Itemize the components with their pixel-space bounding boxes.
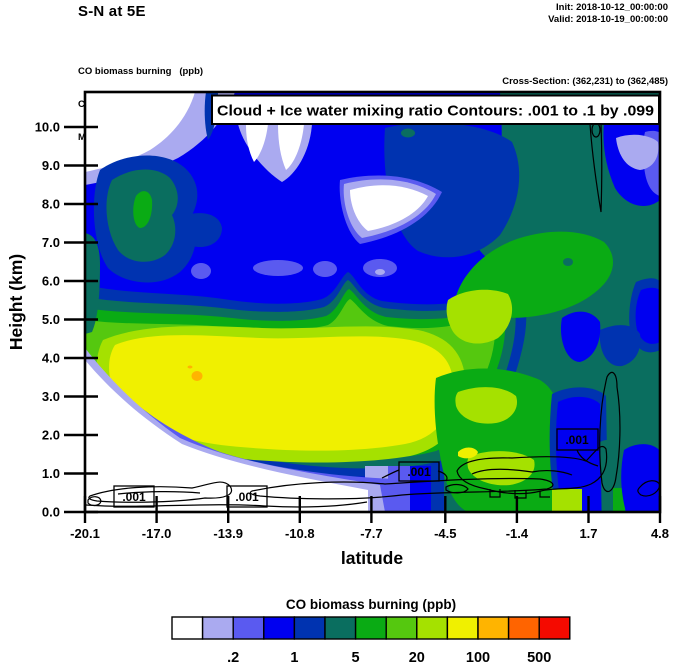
fill-green-blob-teal-hole	[563, 258, 573, 266]
fill-green-sliver	[613, 488, 625, 512]
fill-stripe-blue	[410, 466, 431, 512]
contour-label: .001	[122, 490, 146, 504]
fill-br-chartreuse-2	[467, 451, 535, 486]
fill-topleft-white	[85, 92, 195, 172]
svg-text:1.7: 1.7	[579, 526, 597, 541]
fill-lowerleft-white	[85, 360, 368, 512]
fill-chartreuse-stripe	[552, 489, 582, 512]
colorbar-cell	[446, 616, 479, 640]
contour-label: .001	[407, 465, 431, 479]
fill-north-blue-patch	[560, 311, 601, 362]
colorbar-cell	[324, 616, 357, 640]
contour-label-boxes: .001 .001 .001 .001	[113, 428, 599, 508]
fill-blue-column	[555, 396, 601, 512]
svg-text:5.0: 5.0	[42, 312, 60, 327]
svg-text:4.8: 4.8	[651, 526, 669, 541]
svg-text:3.0: 3.0	[42, 389, 60, 404]
svg-text:5: 5	[352, 650, 360, 666]
svg-text:10.0: 10.0	[35, 120, 60, 135]
svg-text:-10.8: -10.8	[285, 526, 315, 541]
svg-text:500: 500	[527, 650, 551, 666]
contour-label: .001	[565, 433, 589, 447]
contour-label-box	[556, 428, 599, 451]
svg-text:1: 1	[290, 650, 298, 666]
filled-contour-field	[85, 92, 660, 512]
colorbar-cell	[416, 616, 449, 640]
x-tick-labels: -20.1 -17.0 -13.9 -10.8 -7.7 -4.5 -1.4 1…	[70, 526, 669, 541]
run-times: Init: 2018-10-12_00:00:00 Valid: 2018-10…	[548, 2, 668, 25]
fill-small-teal-dot	[401, 128, 415, 138]
colorbar-cell	[201, 616, 234, 640]
colorbar-cell	[507, 616, 540, 640]
cross-section-label: Cross-Section: (362,231) to (362,485)	[502, 76, 668, 87]
svg-text:-13.9: -13.9	[213, 526, 243, 541]
fill-orange-peak	[187, 365, 203, 381]
svg-text:-1.4: -1.4	[506, 526, 529, 541]
svg-text:.2: .2	[227, 650, 239, 666]
colorbar-cell	[385, 616, 418, 640]
svg-text:-20.1: -20.1	[70, 526, 100, 541]
plot-frame	[83, 90, 662, 514]
svg-text:9.0: 9.0	[42, 158, 60, 173]
y-tick-labels: 0.0 1.0 2.0 3.0 4.0 5.0 6.0 7.0 8.0 9.0 …	[35, 120, 60, 520]
fill-leftblob-green-core	[133, 191, 153, 228]
svg-text:1.0: 1.0	[42, 466, 60, 481]
svg-text:8.0: 8.0	[42, 197, 60, 212]
contour-label: .001	[235, 490, 259, 504]
svg-text:-17.0: -17.0	[142, 526, 172, 541]
fill-stripe-navy	[431, 466, 444, 512]
page-title: S-N at 5E	[78, 3, 146, 20]
svg-text:100: 100	[466, 650, 490, 666]
y-axis-ticks	[64, 125, 98, 514]
colorbar-cell	[354, 616, 387, 640]
contour-label-box	[398, 461, 440, 482]
colorbar-cell	[477, 616, 510, 640]
fill-north-navy-patch	[599, 325, 641, 367]
svg-text:20: 20	[409, 650, 425, 666]
svg-text:-7.7: -7.7	[360, 526, 382, 541]
svg-text:0.0: 0.0	[42, 505, 60, 520]
valid-time: Valid: 2018-10-19_00:00:00	[548, 13, 668, 25]
colorbar: CO biomass burning (ppb) .2 1 5	[171, 597, 571, 666]
fill-topright-periwinkle	[616, 134, 659, 170]
colorbar-cell	[293, 616, 326, 640]
fill-yellow-core	[109, 335, 454, 451]
fill-right-chartreuse-patch	[446, 289, 513, 344]
init-time: Init: 2018-10-12_00:00:00	[556, 2, 668, 13]
fill-midright-white-wedge	[350, 185, 428, 231]
colorbar-cell	[538, 616, 571, 640]
colorbar-title: CO biomass burning (ppb)	[286, 597, 456, 612]
contour-title-box: Cloud + Ice water mixing ratio Contours:…	[211, 94, 660, 125]
x-axis-title: latitude	[341, 548, 403, 568]
colorbar-labels: .2 1 5 20 100 500	[227, 650, 551, 666]
fill-topmid-white-notches	[246, 124, 304, 170]
fill-rightedge-blue-patch	[635, 287, 660, 344]
contour-title: Cloud + Ice water mixing ratio Contours:…	[217, 103, 654, 120]
fill-leftedge-teal-column	[85, 233, 100, 334]
fill-teal-sliver	[600, 439, 617, 512]
fill-bottomright-blue	[621, 444, 660, 512]
colorbar-cells	[171, 616, 571, 640]
fill-violet-patches	[191, 259, 397, 279]
fill-topcenter-navy	[384, 122, 520, 258]
svg-text:2.0: 2.0	[42, 428, 60, 443]
svg-text:6.0: 6.0	[42, 274, 60, 289]
svg-text:7.0: 7.0	[42, 235, 60, 250]
fill-small-yellow-spot	[458, 447, 478, 459]
colorbar-cell	[232, 616, 265, 640]
colorbar-cell	[263, 616, 296, 640]
contour-label-box	[113, 485, 155, 508]
svg-text:4.0: 4.0	[42, 351, 60, 366]
colorbar-cell	[171, 616, 204, 640]
svg-text:-4.5: -4.5	[434, 526, 456, 541]
fill-br-chartreuse-1	[455, 387, 518, 424]
fill-field-label: CO biomass burning (ppb)	[78, 66, 204, 77]
y-axis-title: Height (km)	[6, 254, 26, 350]
cloud-ice-contour-lines	[85, 122, 660, 508]
